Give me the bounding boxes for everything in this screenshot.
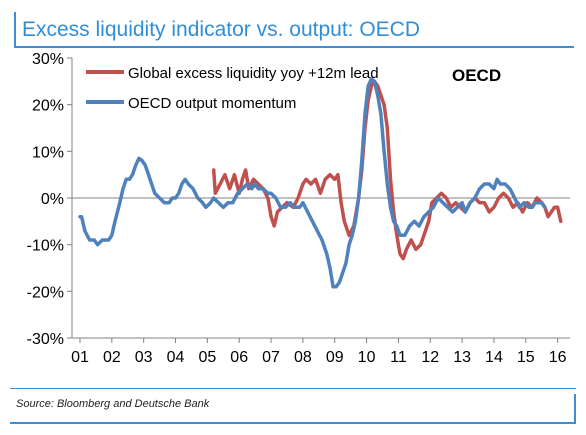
source-note: Source: Bloomberg and Deutsche Bank: [16, 398, 210, 410]
source-top-rule: [10, 388, 576, 389]
y-tick-label: 0%: [41, 191, 64, 208]
x-tick-label: 01: [71, 349, 89, 366]
oecd-annotation: OECD: [452, 66, 501, 85]
series-group: [78, 77, 563, 289]
y-tick-label: 10%: [32, 144, 64, 161]
x-tick-label: 03: [135, 349, 153, 366]
legend-label-output: OECD output momentum: [128, 95, 296, 112]
title-frame: Excess liquidity indicator vs. output: O…: [14, 10, 580, 48]
x-tick-label: 07: [262, 349, 280, 366]
y-tick-label: -10%: [27, 238, 64, 255]
x-tick-label: 15: [517, 349, 535, 366]
y-tick-label: 20%: [32, 98, 64, 115]
x-tick-label: 08: [294, 349, 312, 366]
y-tick-group: 30% 20% 10% 0% -10% -20% -30%: [27, 51, 72, 348]
line-chart: 30% 20% 10% 0% -10% -20% -30% 01 02 03 04 05 06 07 08…: [27, 51, 570, 366]
x-tick-group: 01 02 03 04 05 06 07 08 09 10 11 12 13 14 15 16: [71, 338, 567, 366]
chart-title: Excess liquidity indicator vs. output: O…: [22, 18, 420, 41]
title-underline: [14, 46, 574, 48]
x-tick-label: 11: [390, 349, 407, 366]
x-tick-label: 12: [421, 349, 439, 366]
source-frame: Source: Bloomberg and Deutsche Bank: [10, 388, 576, 424]
x-tick-label: 02: [103, 349, 121, 366]
series-line-excess-liquidity: [211, 79, 563, 261]
x-tick-label: 05: [198, 349, 216, 366]
source-bottom-rule: [10, 422, 576, 424]
x-tick-label: 10: [358, 349, 376, 366]
legend-label-liquidity: Global excess liquidity yoy +12m lead: [128, 65, 379, 82]
y-tick-label: -30%: [27, 331, 64, 348]
x-tick-label: 16: [549, 349, 567, 366]
x-tick-label: 14: [485, 349, 503, 366]
x-tick-label: 09: [326, 349, 344, 366]
plot-area: 30% 20% 10% 0% -10% -20% -30% 01 02 03 04 05 06 07 08…: [27, 51, 570, 366]
y-tick-label: 30%: [32, 51, 64, 68]
series-line-output-momentum: [78, 77, 547, 289]
source-side-bar: [574, 394, 576, 424]
x-tick-label: 06: [230, 349, 248, 366]
x-tick-label: 04: [167, 349, 185, 366]
legend: Global excess liquidity yoy +12m lead OE…: [86, 65, 379, 112]
title-accent-bar: [14, 12, 16, 46]
y-tick-label: -20%: [27, 284, 64, 301]
x-tick-label: 13: [453, 349, 471, 366]
